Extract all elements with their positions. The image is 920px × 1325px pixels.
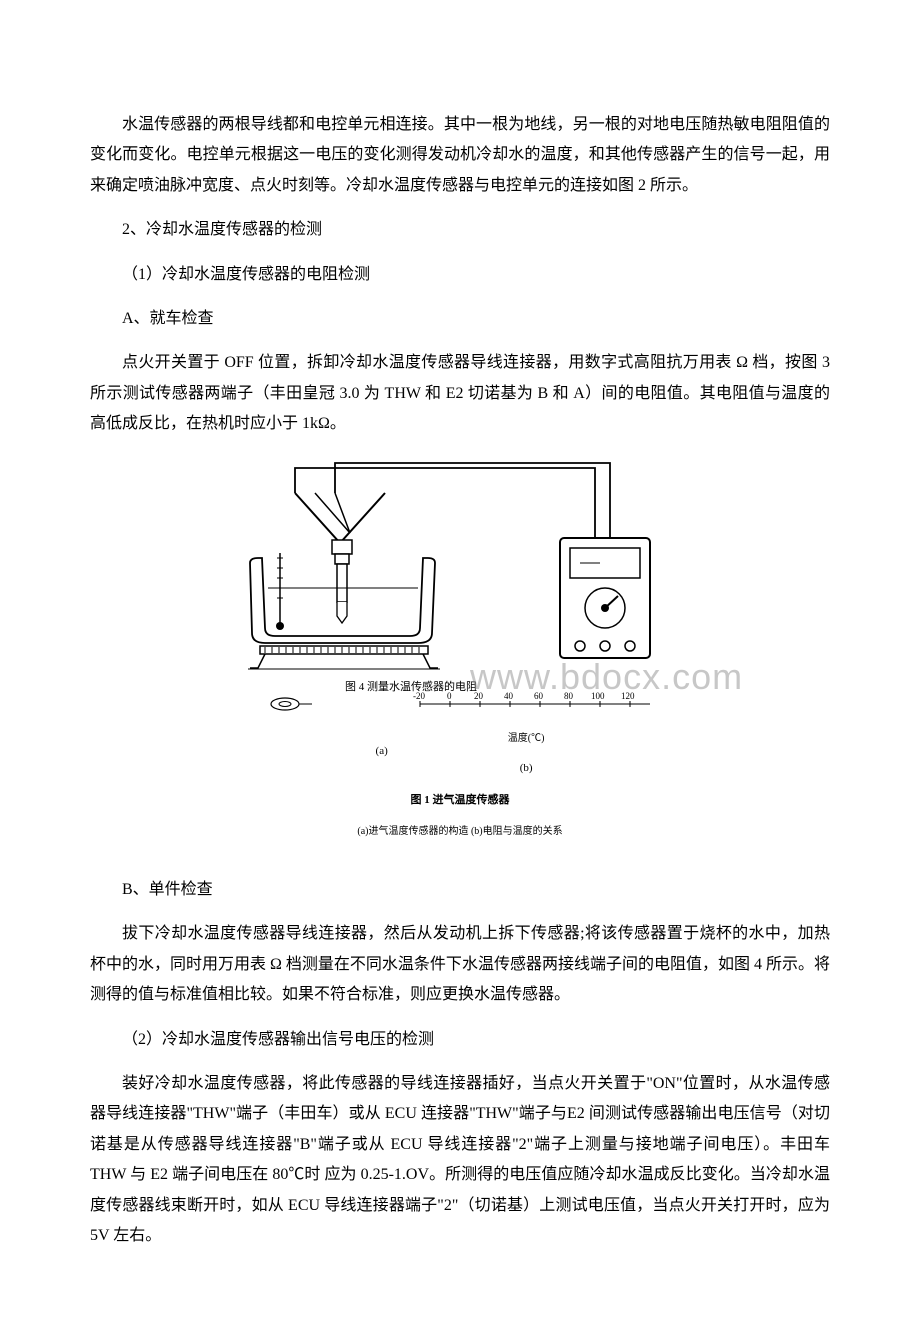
- svg-text:60: 60: [534, 691, 544, 701]
- svg-text:100: 100: [591, 691, 605, 701]
- svg-text:80: 80: [564, 691, 574, 701]
- caption-b2: (b): [520, 762, 533, 774]
- caption-a: (a): [376, 741, 388, 762]
- svg-text:40: 40: [504, 691, 514, 701]
- heading-item-b: B、单件检查: [90, 875, 830, 905]
- paragraph-voltage: 装好冷却水温度传感器，将此传感器的导线连接器插好，当点火开关置于"ON"位置时，…: [90, 1069, 830, 1251]
- caption-sub: (a)进气温度传感器的构造 (b)电阻与温度的关系: [357, 826, 562, 837]
- heading-subsection-1: （1）冷却水温度传感器的电阻检测: [90, 260, 830, 290]
- heading-section-2: 2、冷却水温度传感器的检测: [90, 215, 830, 245]
- caption-temp: 温度(℃): [508, 733, 545, 744]
- svg-text:-20: -20: [413, 691, 425, 701]
- paragraph-intro: 水温传感器的两根导线都和电控单元相连接。其中一根为地线，另一根的对地电压随热敏电…: [90, 110, 830, 201]
- heading-subsection-2: （2）冷却水温度传感器输出信号电压的检测: [90, 1025, 830, 1055]
- figure-4-diagram: 图 4 测量水温传感器的电阻 -20 0 20 40 60 80 100: [240, 458, 680, 718]
- paragraph-check-a: 点火开关置于 OFF 位置，拆卸冷却水温度传感器导线连接器，用数字式高阻抗万用表…: [90, 348, 830, 439]
- paragraph-check-b: 拔下冷却水温度传感器导线连接器，然后从发动机上拆下传感器;将该传感器置于烧杯的水…: [90, 919, 830, 1010]
- figure-4-container: 图 4 测量水温传感器的电阻 -20 0 20 40 60 80 100: [90, 458, 830, 846]
- svg-text:0: 0: [447, 691, 452, 701]
- fig4-caption-text: 图 4 测量水温传感器的电阻: [345, 679, 477, 693]
- svg-text:120: 120: [621, 691, 635, 701]
- heading-item-a: A、就车检查: [90, 304, 830, 334]
- svg-text:20: 20: [474, 691, 484, 701]
- caption-fig1: 图 1 进气温度传感器: [411, 794, 510, 806]
